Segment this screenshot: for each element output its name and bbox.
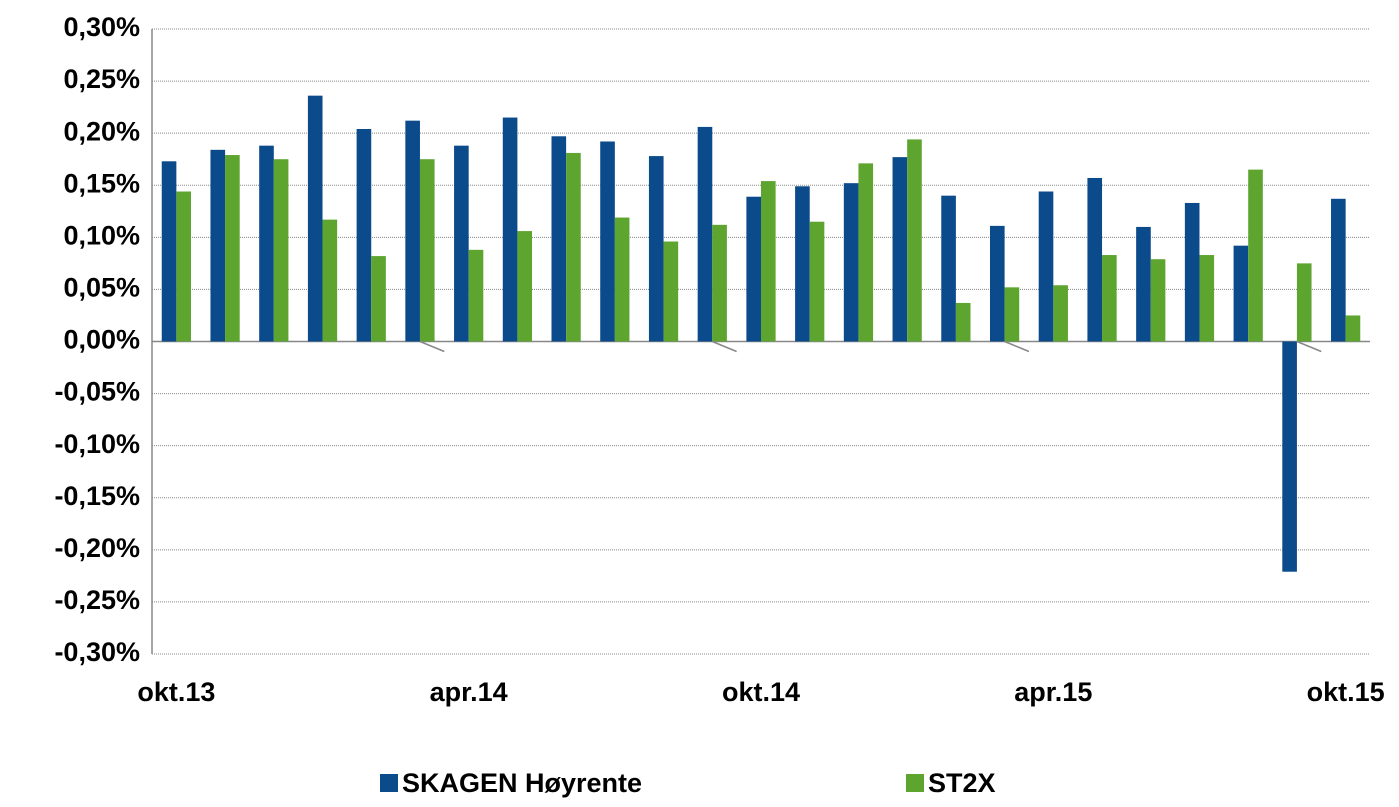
bar bbox=[955, 302, 971, 342]
bar bbox=[259, 145, 274, 342]
bar bbox=[225, 155, 240, 342]
bar bbox=[307, 95, 323, 342]
bar bbox=[614, 217, 630, 342]
x-tick bbox=[419, 340, 445, 353]
bar bbox=[1345, 315, 1361, 342]
y-tick-label: -0,05% bbox=[54, 377, 140, 407]
bar bbox=[419, 159, 435, 342]
legend-label: ST2X bbox=[928, 768, 996, 798]
bar bbox=[517, 231, 533, 342]
bar bbox=[1248, 169, 1263, 342]
bar bbox=[1004, 287, 1020, 342]
bar bbox=[907, 139, 922, 342]
y-tick-label: 0,05% bbox=[63, 273, 140, 303]
x-tick-label: okt.14 bbox=[722, 677, 800, 707]
bar bbox=[1296, 263, 1312, 342]
bar bbox=[809, 221, 825, 342]
bar bbox=[551, 136, 567, 342]
bar bbox=[468, 249, 484, 342]
bar bbox=[989, 225, 1005, 342]
x-tick bbox=[711, 340, 737, 353]
bar bbox=[371, 256, 386, 342]
bar bbox=[795, 186, 810, 342]
bar bbox=[1102, 255, 1117, 342]
bar bbox=[1038, 191, 1054, 342]
bar bbox=[712, 224, 727, 342]
x-tick-label: apr.15 bbox=[1014, 677, 1092, 707]
bar bbox=[176, 191, 191, 342]
bar bbox=[161, 161, 177, 342]
bar bbox=[1053, 285, 1068, 342]
bar bbox=[454, 145, 469, 342]
bar bbox=[663, 241, 679, 342]
bar bbox=[1282, 341, 1297, 572]
y-tick-label: -0,15% bbox=[54, 481, 140, 511]
y-tick-label: 0,25% bbox=[63, 64, 140, 94]
bar bbox=[1150, 259, 1166, 342]
bar bbox=[210, 149, 226, 342]
y-tick-label: 0,30% bbox=[63, 12, 140, 42]
x-tick-label: okt.13 bbox=[137, 677, 215, 707]
x-tick bbox=[1296, 340, 1322, 353]
y-tick-label: 0,20% bbox=[63, 116, 140, 146]
bar bbox=[843, 183, 859, 342]
legend-label: SKAGEN Høyrente bbox=[402, 768, 642, 798]
bar bbox=[600, 141, 615, 342]
bar bbox=[1087, 177, 1103, 342]
bar bbox=[322, 219, 338, 342]
bar bbox=[941, 195, 956, 342]
y-tick-label: 0,15% bbox=[63, 168, 140, 198]
y-tick-label: -0,20% bbox=[54, 533, 140, 563]
bar bbox=[405, 120, 420, 342]
bar bbox=[1233, 245, 1249, 342]
bar bbox=[1199, 255, 1215, 342]
bar bbox=[892, 157, 908, 342]
bar bbox=[746, 196, 761, 342]
x-tick bbox=[1004, 340, 1030, 353]
bar bbox=[566, 152, 581, 342]
legend-swatch bbox=[906, 774, 924, 792]
bar bbox=[697, 126, 713, 342]
bar bbox=[502, 117, 518, 342]
bar bbox=[273, 159, 289, 342]
bar bbox=[1136, 226, 1151, 342]
y-tick-label: 0,00% bbox=[63, 325, 140, 355]
bar bbox=[648, 156, 664, 342]
y-tick-label: -0,25% bbox=[54, 585, 140, 615]
x-tick-label: okt.15 bbox=[1307, 677, 1385, 707]
y-tick-label: -0,10% bbox=[54, 429, 140, 459]
bar bbox=[356, 129, 372, 342]
bar bbox=[1184, 202, 1200, 342]
legend-swatch bbox=[380, 774, 398, 792]
bar bbox=[858, 163, 874, 342]
bar bbox=[761, 181, 776, 342]
bar bbox=[1331, 198, 1346, 342]
y-tick-label: -0,30% bbox=[54, 637, 140, 667]
x-tick-label: apr.14 bbox=[430, 677, 508, 707]
y-tick-label: 0,10% bbox=[63, 220, 140, 250]
